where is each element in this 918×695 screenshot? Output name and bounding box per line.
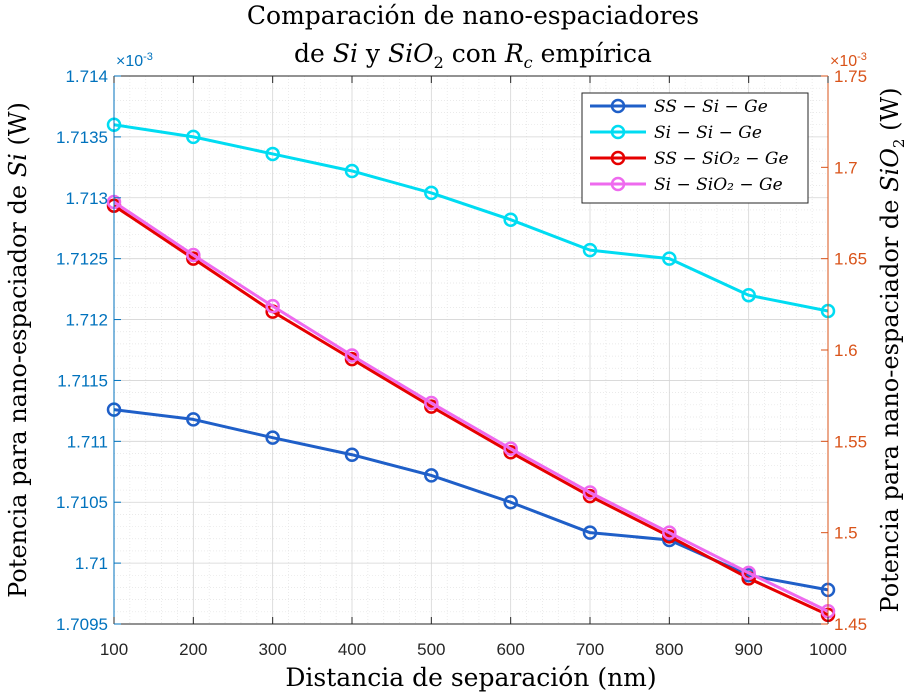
chart-title-line2: de Si y SiO2 con Rc empírica xyxy=(294,39,652,74)
series-4-point xyxy=(503,441,518,456)
y-left-tick-label: 1.713 xyxy=(65,189,108,208)
chart-title-line1: Comparación de nano-espaciadores xyxy=(247,1,699,30)
series-2-point xyxy=(662,251,677,266)
x-tick-label: 400 xyxy=(338,640,366,659)
y-right-tick-label: 1.5 xyxy=(834,524,858,543)
x-tick-label: 200 xyxy=(179,640,207,659)
y-right-tick-label: 1.6 xyxy=(834,341,858,360)
legend: SS − Si − Ge Si − Si − Ge SS − SiO₂ − Ge Si… xyxy=(581,92,809,204)
x-tick-label: 600 xyxy=(496,640,524,659)
tick-layer: 100 200 300 400 500 600 700 800 900 1000 1.7095 1.7… xyxy=(56,67,867,659)
y-left-tick-label: 1.7105 xyxy=(56,493,108,512)
y-left-tick-label: 1.711 xyxy=(67,432,108,451)
y-left-tick-label: 1.7135 xyxy=(56,128,108,147)
series-4-point xyxy=(662,525,677,540)
legend-label-3: SS − SiO₂ − Ge xyxy=(654,149,789,169)
legend-label-2: Si − Si − Ge xyxy=(654,123,762,143)
legend-label-1: SS − Si − Ge xyxy=(654,97,768,117)
x-tick-label: 500 xyxy=(417,640,445,659)
x-tick-label: 900 xyxy=(734,640,762,659)
y-left-tick-label: 1.714 xyxy=(65,67,108,86)
left-exponent-label: ×10-3 xyxy=(116,51,153,70)
y-right-tick-label: 1.45 xyxy=(834,615,867,634)
y-left-tick-label: 1.712 xyxy=(65,311,108,330)
legend-marker-3 xyxy=(610,150,626,166)
series-2-point xyxy=(741,287,756,303)
series-1-point xyxy=(344,447,360,462)
y-right-tick-label: 1.55 xyxy=(834,432,867,451)
series-2-point xyxy=(186,129,201,145)
y-left-tick-label: 1.71 xyxy=(75,554,108,573)
legend-marker-4 xyxy=(610,176,626,192)
x-tick-label: 300 xyxy=(258,640,286,659)
series-1-point xyxy=(503,494,518,510)
series-1-point xyxy=(582,525,598,540)
series-layer xyxy=(106,117,836,623)
y-right-tick-label: 1.65 xyxy=(834,250,867,269)
series-4-point xyxy=(186,247,201,263)
series-1-point xyxy=(265,430,280,445)
series-4-point xyxy=(424,395,439,411)
y-left-tick-label: 1.7125 xyxy=(56,250,108,269)
legend-marker-2 xyxy=(610,124,626,140)
series-2-point xyxy=(265,146,280,162)
series-2-point xyxy=(503,212,518,227)
series-line-2 xyxy=(113,123,829,313)
series-4-point xyxy=(265,298,280,314)
y-axis-label-left: Potencia para nano-espaciador de Si (W) xyxy=(4,102,32,598)
series-1-point xyxy=(186,412,201,427)
series-2-point xyxy=(424,185,439,201)
x-tick-label: 1000 xyxy=(809,640,847,659)
x-tick-label: 100 xyxy=(100,640,128,659)
series-4-point xyxy=(741,565,756,581)
y-left-tick-label: 1.7095 xyxy=(56,615,108,634)
series-line-4 xyxy=(113,200,829,613)
y-left-tick-label: 1.7115 xyxy=(57,371,108,390)
legend-marker-1 xyxy=(610,98,626,114)
right-exponent-label: ×10-3 xyxy=(830,51,867,70)
x-tick-label: 700 xyxy=(576,640,604,659)
y-right-tick-label: 1.75 xyxy=(834,67,867,86)
series-4-point xyxy=(344,348,360,363)
series-2-point xyxy=(582,242,598,258)
series-4-point xyxy=(582,485,598,500)
x-tick-label: 800 xyxy=(655,640,683,659)
y-axis-label-right: Potencia para nano-espaciador de SiO2 (W… xyxy=(876,88,910,613)
x-axis-label: Distancia de separación (nm) xyxy=(285,663,656,692)
legend-label-4: Si − SiO₂ − Ge xyxy=(654,175,783,195)
series-2-point xyxy=(344,163,360,179)
series-line-3 xyxy=(113,204,829,617)
series-1-point xyxy=(424,468,439,483)
y-right-tick-label: 1.7 xyxy=(834,158,858,177)
